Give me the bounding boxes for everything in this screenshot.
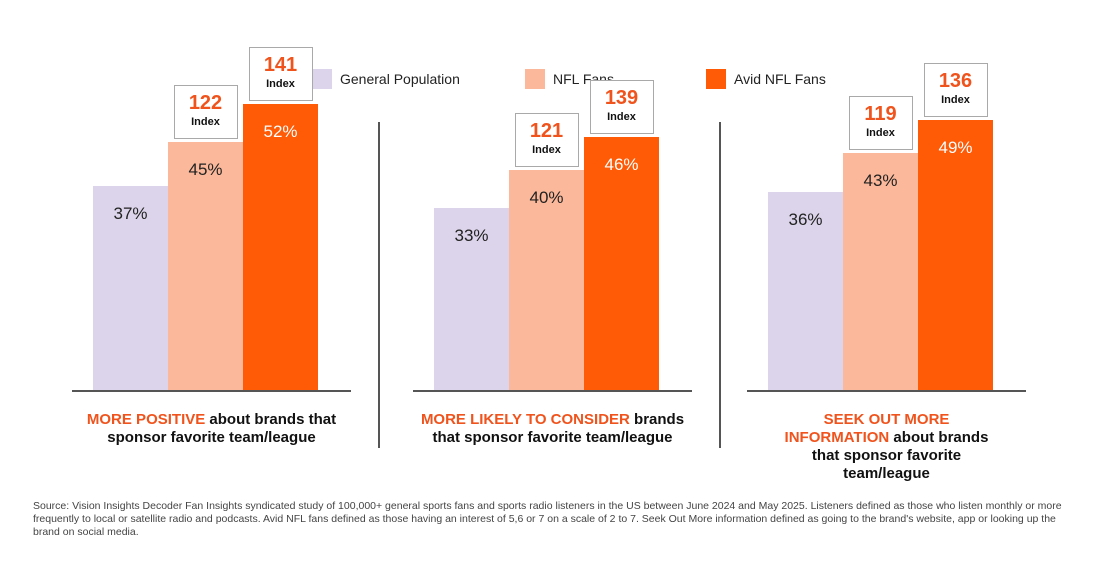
- bar-value-label: 45%: [188, 160, 223, 179]
- caption-highlight: SEEK OUT MORE INFORMATION: [784, 411, 950, 446]
- index-box-nfl-fans: 122 Index: [173, 85, 238, 139]
- chart-caption: MORE POSITIVE about brands that sponsor …: [72, 411, 351, 447]
- index-word: Index: [266, 78, 295, 90]
- bar-value-label: 43%: [863, 171, 898, 190]
- bar-general-population: [434, 208, 509, 390]
- caption-highlight: MORE LIKELY TO CONSIDER: [420, 411, 630, 428]
- legend-item-avid-nfl-fans: Avid NFL Fans: [706, 68, 826, 90]
- chart-panel-more-positive: 37% 45% 52% 122 Index 141 Index MORE POS…: [72, 0, 351, 480]
- index-word: Index: [191, 116, 220, 128]
- index-value: 119: [864, 103, 897, 125]
- chart-caption: SEEK OUT MORE INFORMATION about brands t…: [747, 411, 1026, 483]
- index-value: 136: [938, 70, 973, 92]
- index-word: Index: [866, 127, 895, 139]
- bar-avid-nfl-fans: [243, 104, 318, 390]
- legend-swatch-general-population: [312, 69, 332, 89]
- bar-value-label: 49%: [938, 138, 973, 157]
- chart-panel-more-likely-to-consider: 33% 40% 46% 121 Index 139 Index MORE LIK…: [413, 0, 692, 480]
- bar-nfl-fans: [168, 142, 243, 390]
- panel-divider: [378, 122, 380, 448]
- chart-caption: MORE LIKELY TO CONSIDER brands that spon…: [413, 411, 692, 447]
- chart-panel-seek-out-more-information: 36% 43% 49% 119 Index 136 Index SEEK OUT…: [747, 0, 1026, 483]
- legend-label: General Population: [340, 71, 460, 87]
- bar-value-label: 37%: [113, 204, 148, 223]
- caption-rest: about brands that sponsor favorite team/…: [107, 411, 337, 446]
- bar-nfl-fans: [509, 170, 584, 390]
- index-box-avid-nfl-fans: 136 Index: [923, 63, 988, 117]
- index-value: 141: [263, 54, 298, 76]
- caption-rest: brands that sponsor favorite team/league: [432, 411, 685, 446]
- index-word: Index: [607, 111, 636, 123]
- legend-label: Avid NFL Fans: [734, 71, 826, 87]
- legend-item-general-population: General Population: [312, 68, 460, 90]
- index-word: Index: [941, 94, 970, 106]
- index-word: Index: [532, 144, 561, 156]
- chart-baseline: [72, 390, 351, 392]
- bar-nfl-fans: [843, 153, 918, 390]
- caption-highlight: MORE POSITIVE: [86, 411, 206, 428]
- index-box-nfl-fans: 121 Index: [514, 113, 579, 167]
- index-box-avid-nfl-fans: 141 Index: [248, 47, 313, 101]
- bar-value-label: 36%: [788, 210, 823, 229]
- bar-avid-nfl-fans: [918, 120, 993, 390]
- bar-value-label: 40%: [529, 188, 564, 207]
- source-footnote: Source: Vision Insights Decoder Fan Insi…: [33, 500, 1062, 538]
- index-value: 139: [604, 87, 639, 109]
- bar-general-population: [768, 192, 843, 390]
- bar-avid-nfl-fans: [584, 137, 659, 390]
- index-value: 121: [529, 120, 564, 142]
- panel-divider: [719, 122, 721, 448]
- bar-general-population: [93, 186, 168, 390]
- index-box-nfl-fans: 119 Index: [848, 96, 913, 150]
- legend: General Population NFL Fans Avid NFL Fan…: [0, 68, 1100, 92]
- index-box-avid-nfl-fans: 139 Index: [589, 80, 654, 134]
- bar-value-label: 52%: [263, 122, 298, 141]
- caption-rest: about brands that sponsor favorite team/…: [811, 429, 989, 482]
- bar-value-label: 46%: [604, 155, 639, 174]
- legend-swatch-avid-nfl-fans: [706, 69, 726, 89]
- chart-baseline: [747, 390, 1026, 392]
- legend-swatch-nfl-fans: [525, 69, 545, 89]
- index-value: 122: [188, 92, 223, 114]
- chart-baseline: [413, 390, 692, 392]
- bar-value-label: 33%: [454, 226, 489, 245]
